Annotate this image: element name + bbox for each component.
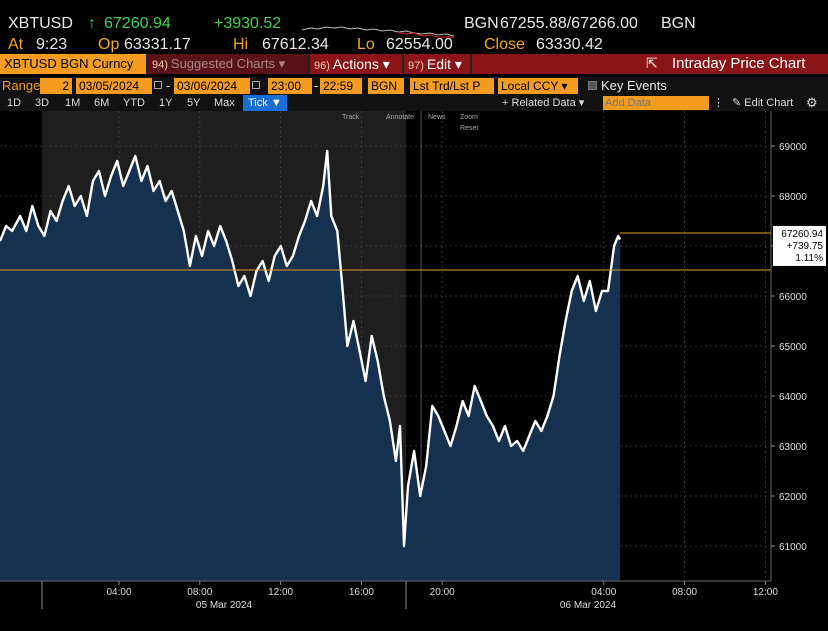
net-change: +3930.52 [214,15,282,32]
last-price: 67260.94 [104,15,171,32]
close-value: 63330.42 [536,36,603,53]
reference-lines [0,232,771,271]
chevron-down-icon: ▾ [278,56,286,71]
sparkline [302,26,455,38]
price-area-fill [0,151,621,581]
low-label: Lo [357,36,375,53]
bid-source: BGN [464,15,499,32]
track-tool[interactable]: Track [342,114,360,121]
y-tick-label: 63000 [779,442,807,453]
news-tool[interactable]: News [428,114,446,121]
currency-select[interactable]: Local CCY ▾ [498,78,578,94]
x-date-label: 05 Mar 2024 [196,600,253,611]
end-time-field[interactable]: 22:59 [320,78,362,94]
period-1y[interactable]: 1Y [159,97,173,109]
period-3d[interactable]: 3D [35,97,50,109]
export-icon[interactable]: ⇱ [646,55,658,71]
range-toolbar: Range 2 03/05/2024 - 03/06/2024 23:00 - … [0,77,828,95]
start-time-field[interactable]: 23:00 [268,78,312,94]
x-tick-label: 04:00 [106,587,131,598]
key-events-label: Key Events [601,78,667,93]
start-date-field[interactable]: 03/05/2024 [76,78,152,94]
chart-svg[interactable]: 6100062000630006400065000660006700068000… [0,111,828,626]
period-ytd[interactable]: YTD [123,97,145,109]
high-value: 67612.34 [262,36,329,53]
add-data-input[interactable] [603,96,709,110]
range-label: Range [2,78,41,93]
open-label: Op [98,36,120,53]
pencil-icon: ✎ [732,97,742,109]
key-events-checkbox[interactable] [588,81,597,90]
calendar-icon[interactable] [252,81,260,89]
edit-chart-button[interactable]: ✎ Edit Chart [732,97,794,109]
function-toolbar: XBTUSD BGN Curncy 94) Suggested Charts ▾ … [0,54,828,74]
period-1m[interactable]: 1M [65,97,81,109]
y-tick-label: 65000 [779,342,807,353]
y-tick-label: 61000 [779,542,807,553]
period-1d[interactable]: 1D [7,97,22,109]
suggested-charts-button[interactable]: 94) Suggested Charts ▾ [148,54,308,74]
x-tick-label: 12:00 [268,587,293,598]
y-tick-label: 66000 [779,292,807,303]
last-price-label: 67260.94 [781,229,823,240]
quote-time: 9:23 [36,36,68,53]
y-tick-label: 68000 [779,192,807,203]
price-chart[interactable]: 6100062000630006400065000660006700068000… [0,111,828,626]
x-tick-label: 16:00 [349,587,374,598]
zoom-tool[interactable]: Zoom [460,114,478,121]
y-tick-label: 69000 [779,142,807,153]
related-data-button[interactable]: + Related Data ▾ [502,97,585,109]
chart-title: Intraday Price Chart [672,55,806,72]
chevron-down-icon: ▾ [578,97,585,109]
edit-button[interactable]: 97) Edit ▾ [404,54,470,74]
range-value[interactable]: 2 [40,78,72,94]
low-value: 62554.00 [386,36,453,53]
security-field[interactable]: XBTUSD BGN Curncy [0,54,146,74]
x-tick-label: 08:00 [672,587,697,598]
calendar-icon[interactable] [154,81,162,89]
period-max[interactable]: Max [214,97,235,109]
price-field-select[interactable]: Lst Trd/Lst P [410,78,494,94]
open-value: 63331.17 [124,36,191,53]
x-axis: 04:00 08:00 12:00 16:00 20:00 04:00 08:00 12:00… [0,580,778,611]
change-pct-label: 1.11% [795,253,823,264]
period-5y[interactable]: 5Y [187,97,201,109]
x-tick-label: 08:00 [187,587,212,598]
close-label: Close [484,36,525,53]
chart-tools: Track Annotate News Zoom Reset [342,114,478,132]
annotate-tool[interactable]: Annotate [386,114,414,121]
change-label: +739.75 [787,241,824,252]
period-tick[interactable]: Tick ▼ [243,95,287,111]
source-field[interactable]: BGN [368,78,404,94]
ask-source: BGN [661,15,696,32]
ticker-symbol: XBTUSD [8,15,73,32]
y-axis: 6100062000630006400065000660006700068000… [770,111,807,581]
price-label-box [773,225,826,266]
period-6m[interactable]: 6M [94,97,110,109]
x-tick-label: 12:00 [753,587,778,598]
y-tick-label: 62000 [779,492,807,503]
price-area [0,149,622,581]
x-tick-label: 20:00 [430,587,455,598]
period-toolbar: 1D 3D 1M 6M YTD 1Y 5Y Max Tick ▼ + Relat… [0,95,828,111]
at-label: At [8,36,24,53]
x-tick-label: 04:00 [591,587,616,598]
chart-title-bar [472,54,828,74]
plus-icon: + [502,97,509,109]
chevron-down-icon: ▾ [561,79,568,93]
price-line [0,149,622,548]
high-label: Hi [233,36,249,53]
up-arrow-icon: ↑ [88,15,96,32]
y-tick-label: 64000 [779,392,807,403]
chevron-down-icon: ▾ [454,56,462,72]
chevron-down-icon: ▾ [382,56,390,72]
reset-tool[interactable]: Reset [460,125,478,132]
actions-button[interactable]: 96) Actions ▾ [310,54,402,74]
gear-icon[interactable]: ⚙ [806,95,818,110]
more-icon[interactable]: ⋮ [713,97,724,109]
x-date-label: 06 Mar 2024 [560,600,617,611]
bid-ask: 67255.88/67266.00 [500,15,638,32]
price-labels: 67260.94+739.751.11% [773,225,826,266]
end-date-field[interactable]: 03/06/2024 [174,78,250,94]
